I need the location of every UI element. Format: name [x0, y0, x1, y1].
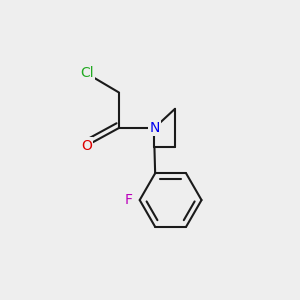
Text: Cl: Cl [80, 66, 94, 80]
Text: O: O [81, 139, 92, 153]
Text: F: F [124, 193, 133, 207]
Text: N: N [149, 121, 160, 135]
